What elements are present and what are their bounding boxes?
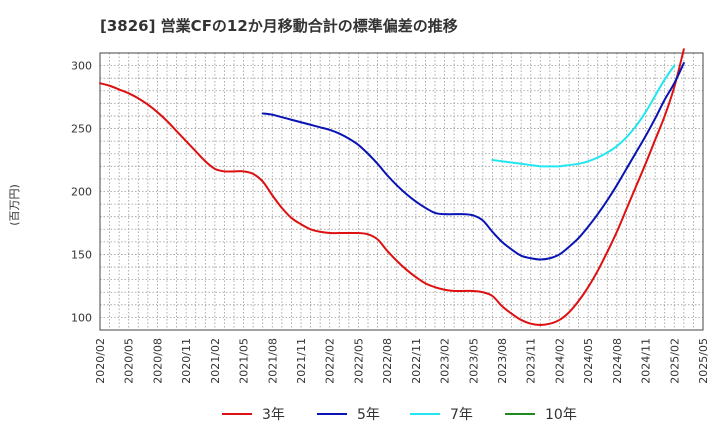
legend-label-3: 7年 <box>450 407 473 423</box>
legend-label-1: 3年 <box>262 407 285 423</box>
x-tick-label: 2020/11 <box>180 338 193 384</box>
x-tick-label: 2021/08 <box>266 338 279 384</box>
x-tick-label: 2024/11 <box>640 338 653 384</box>
x-tick-label: 2020/05 <box>123 338 136 384</box>
y-axis-label: (百万円) <box>8 184 21 226</box>
x-tick-label: 2021/11 <box>295 338 308 384</box>
x-tick-label: 2021/05 <box>238 338 251 384</box>
legend-label-4: 10年 <box>545 407 577 423</box>
y-tick-label: 100 <box>71 311 92 324</box>
y-tick-label: 150 <box>71 248 92 261</box>
plot-area: 100 150 200 250 300 2020/02 2020/05 2020/08 2020… <box>71 48 710 384</box>
x-tick-label: 2023/05 <box>467 338 480 384</box>
series-line-2 <box>261 62 685 261</box>
x-tick-label: 2024/08 <box>611 338 624 384</box>
x-tick-label: 2024/02 <box>553 338 566 384</box>
legend: 3年 5年 7年 10年 <box>222 407 577 423</box>
x-tick-label: 2025/05 <box>697 338 710 384</box>
x-tick-label: 2023/08 <box>496 338 509 384</box>
series-line-3 <box>491 64 676 168</box>
x-tick-label: 2020/08 <box>151 338 164 384</box>
y-tick-label: 300 <box>71 60 92 73</box>
x-tick-label: 2025/02 <box>668 338 681 384</box>
legend-label-2: 5年 <box>357 407 380 423</box>
chart-title: [3826] 営業CFの12か月移動合計の標準偏差の推移 <box>100 17 458 35</box>
x-tick-label: 2022/05 <box>352 338 365 384</box>
x-tick-label: 2022/02 <box>324 338 337 384</box>
x-tick-label: 2020/02 <box>94 338 107 384</box>
series-line-1 <box>99 48 685 326</box>
x-tick-label: 2022/08 <box>381 338 394 384</box>
y-tick-label: 200 <box>71 186 92 199</box>
x-tick-label: 2023/11 <box>525 338 538 384</box>
x-tick-label: 2021/02 <box>209 338 222 384</box>
x-tick-label: 2022/11 <box>410 338 423 384</box>
x-tick-label: 2024/05 <box>582 338 595 384</box>
x-tick-label: 2023/02 <box>439 338 452 384</box>
y-tick-label: 250 <box>71 123 92 136</box>
plot-frame <box>99 52 704 331</box>
